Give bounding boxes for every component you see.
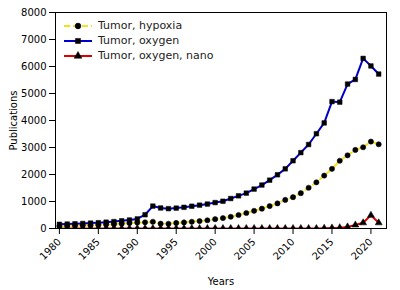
svg-text:4000: 4000 (21, 115, 46, 126)
svg-text:2000: 2000 (21, 169, 46, 180)
svg-text:2020: 2020 (349, 236, 375, 262)
svg-text:1990: 1990 (115, 236, 141, 262)
svg-text:1995: 1995 (154, 236, 180, 262)
svg-text:5000: 5000 (21, 88, 46, 99)
svg-text:8000: 8000 (21, 7, 46, 18)
svg-text:2000: 2000 (193, 236, 219, 262)
svg-text:1985: 1985 (76, 236, 102, 262)
svg-text:7000: 7000 (21, 34, 46, 45)
svg-text:2005: 2005 (232, 236, 258, 262)
svg-text:2010: 2010 (271, 236, 297, 262)
svg-text:Years: Years (207, 276, 234, 287)
svg-text:3000: 3000 (21, 142, 46, 153)
html-text:Tumor, oxygen: Tumor, oxygen (98, 34, 180, 47)
html-text:Tumor, hypoxia: Tumor, hypoxia (98, 19, 183, 32)
svg-text:2015: 2015 (310, 236, 336, 262)
svg-text:0: 0 (40, 223, 46, 234)
svg-text:1980: 1980 (37, 236, 63, 262)
html-text:Tumor, oxygen, nano: Tumor, oxygen, nano (98, 49, 214, 62)
svg-text:6000: 6000 (21, 61, 46, 72)
svg-text:Publications: Publications (8, 90, 19, 150)
svg-text:1000: 1000 (21, 196, 46, 207)
